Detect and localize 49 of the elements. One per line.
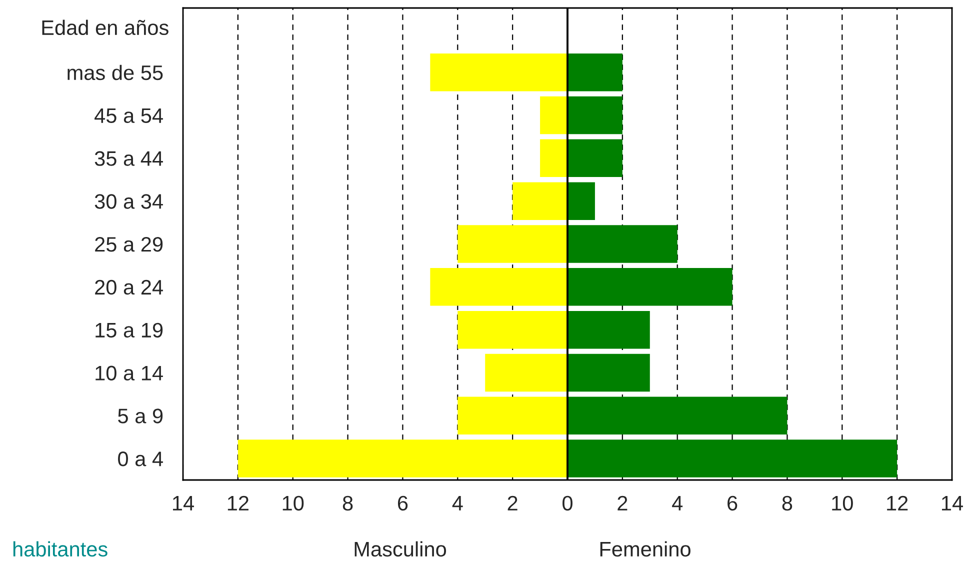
bar [540, 139, 568, 178]
y-tick-label: 25 a 29 [95, 237, 163, 252]
bar [458, 396, 568, 435]
bar [540, 96, 568, 134]
x-tick-label: 14 [942, 496, 963, 510]
x-tick-label: 12 [887, 496, 908, 510]
y-tick-label: 20 a 24 [95, 280, 163, 295]
y-axis-title: Edad en años [42, 20, 168, 36]
y-tick-label: 45 a 54 [94, 108, 163, 124]
bar [485, 354, 568, 392]
bar [568, 268, 732, 306]
y-tick-label: mas de 55 [68, 64, 163, 80]
y-tick-label: 5 a 9 [118, 408, 163, 424]
y-tick-label: 10 a 14 [96, 366, 163, 380]
bar [568, 440, 898, 478]
bar [458, 225, 568, 263]
bar [512, 182, 568, 220]
x-tick-label: 10 [282, 496, 304, 511]
bar [458, 310, 568, 349]
bar [568, 96, 622, 134]
x-tick-label: 10 [832, 496, 853, 511]
y-tick-label: 0 a 4 [118, 452, 163, 466]
x-tick-label: 2 [508, 496, 518, 510]
y-tick-label: 15 a 19 [96, 322, 163, 338]
y-tick-label: 35 a 44 [94, 151, 163, 166]
x-axis-title: habitantes [13, 541, 108, 557]
x-tick-label: 4 [672, 496, 683, 510]
bar [568, 182, 595, 220]
bar [238, 440, 568, 478]
x-tick-label: 6 [398, 496, 408, 511]
bar [568, 310, 650, 349]
bar [430, 53, 568, 92]
x-tick-label: 0 [562, 496, 572, 511]
y-tick-label: 30 a 34 [94, 194, 163, 209]
bar [568, 139, 622, 178]
text: Masculino [354, 541, 446, 557]
x-tick-label: 12 [228, 496, 248, 510]
x-tick-label: 14 [173, 496, 194, 510]
x-tick-label: 8 [782, 496, 792, 511]
bar [568, 396, 788, 435]
x-tick-label: 8 [342, 496, 353, 511]
bar [568, 354, 650, 392]
x-tick-label: 6 [728, 496, 738, 511]
x-tick-label: 4 [452, 496, 463, 510]
text: Femenino [600, 541, 690, 557]
bar [568, 53, 622, 92]
bar [430, 268, 568, 306]
bar [568, 225, 678, 263]
x-tick-label: 2 [618, 496, 628, 510]
